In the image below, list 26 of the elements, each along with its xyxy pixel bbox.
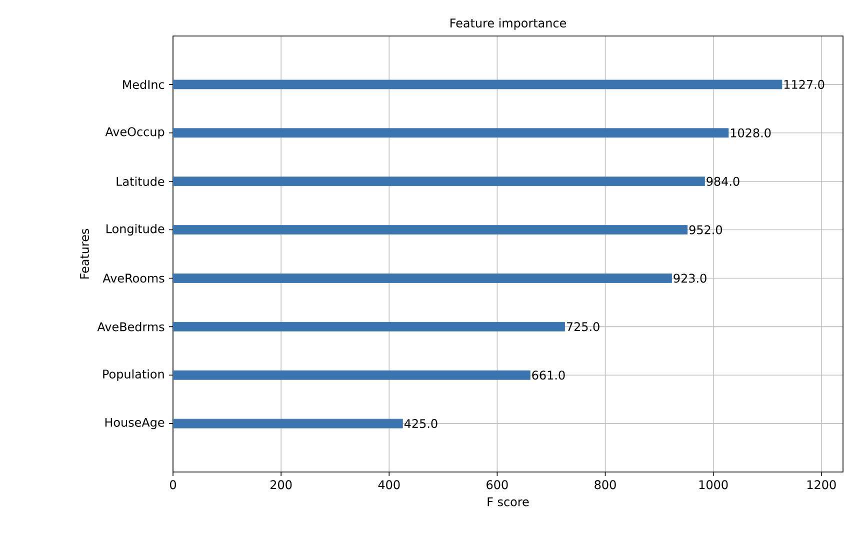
data-label: 923.0	[674, 274, 706, 283]
x-tick-label: 600	[486, 480, 508, 490]
x-tick-label: 800	[594, 480, 616, 490]
data-label: 984.0	[706, 176, 740, 186]
y-tick-label: HouseAge	[105, 418, 164, 430]
y-tick-label: MedInc	[123, 80, 164, 90]
y-tick-label: Longitude	[106, 224, 164, 236]
y-tick-label: AveOccup	[105, 127, 164, 139]
data-label: 1028.0	[730, 128, 771, 138]
y-tick-label: AveRooms	[102, 274, 164, 283]
x-tick-label: 1000	[699, 480, 728, 490]
x-tick-label: 400	[378, 480, 400, 490]
x-tick-label: 1200	[807, 480, 836, 490]
data-label: 725.0	[566, 322, 600, 332]
data-label: 425.0	[404, 419, 438, 428]
data-label: 661.0	[532, 370, 565, 380]
x-axis-title: F score	[488, 497, 529, 506]
data-label: 952.0	[689, 225, 722, 234]
data-label: 1127.0	[784, 80, 824, 89]
y-tick-label: Population	[103, 369, 164, 381]
y-axis-title: Features	[80, 228, 90, 279]
x-tick-label: 200	[270, 480, 292, 490]
x-tick-label: 0	[170, 480, 176, 490]
y-tick-label: Latitude	[116, 176, 164, 186]
chart-title: Feature importance	[450, 18, 566, 30]
y-tick-label: AveBedrms	[97, 322, 164, 332]
